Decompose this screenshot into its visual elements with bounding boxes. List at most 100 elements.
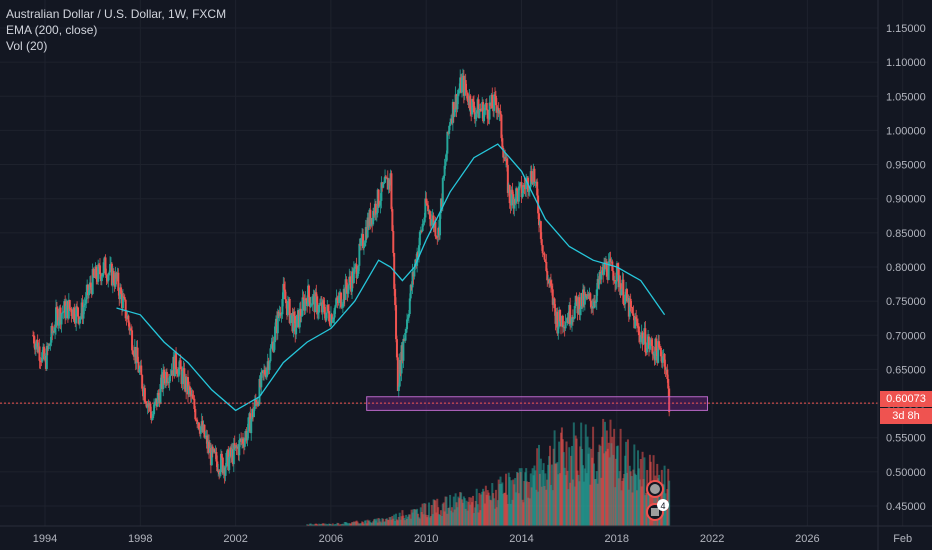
- candle-body: [327, 304, 330, 312]
- candle-body: [336, 297, 339, 301]
- candle-body: [501, 138, 504, 148]
- candle-body: [472, 101, 475, 113]
- candle-body: [347, 285, 350, 294]
- candle-body: [114, 272, 117, 287]
- candle-body: [434, 222, 437, 237]
- candle-body: [466, 92, 469, 101]
- candle-body: [521, 193, 524, 198]
- candle-body: [70, 309, 73, 316]
- candle-body: [280, 314, 283, 316]
- candle-body: [417, 245, 420, 257]
- volume-bar: [472, 495, 475, 526]
- candle-body: [246, 431, 249, 441]
- candle-body: [508, 185, 511, 204]
- event-markers[interactable]: 4: [646, 480, 669, 521]
- candle-body: [45, 346, 48, 369]
- candle-body: [445, 153, 448, 162]
- candle-body: [362, 234, 365, 249]
- candle-body: [130, 328, 133, 331]
- candle-body: [666, 369, 669, 379]
- volume-bars: [306, 418, 671, 526]
- candle-body: [432, 215, 435, 228]
- candle-body: [629, 298, 632, 308]
- price-axis[interactable]: 1.15000 1.10000 1.05000 1.00000 0.95000 0.900…: [886, 23, 926, 513]
- candle-body: [646, 342, 649, 353]
- candle-body: [549, 280, 552, 286]
- candle-body: [309, 304, 312, 307]
- candle-body: [439, 212, 442, 236]
- candle-body: [151, 418, 154, 420]
- candle-body: [564, 321, 567, 329]
- candle-body: [156, 392, 159, 407]
- candle-body: [657, 341, 660, 363]
- candle-body: [112, 271, 115, 283]
- candle-body: [594, 302, 597, 304]
- candle-body: [612, 270, 615, 281]
- candle-body: [258, 378, 261, 405]
- candle-body: [199, 426, 202, 434]
- candle-body: [595, 289, 598, 303]
- candle-body: [516, 188, 519, 191]
- candle-body: [540, 239, 543, 246]
- candle-body: [127, 315, 130, 323]
- candle-body: [220, 453, 223, 458]
- candle-body: [565, 321, 568, 323]
- candle-body: [483, 110, 486, 122]
- volume-bar: [337, 523, 340, 526]
- volume-legend[interactable]: Vol (20): [6, 39, 48, 53]
- time-axis[interactable]: 1994 1998 2002 2006 2010 2014 2018 2022 2026 Feb: [33, 533, 912, 545]
- candle-body: [76, 306, 79, 308]
- candle-body: [658, 341, 661, 348]
- candle-body: [197, 422, 200, 430]
- y-tick-label: 0.85000: [886, 228, 926, 240]
- candle-body: [405, 329, 408, 334]
- candle-body: [478, 109, 481, 119]
- candle-body: [395, 305, 398, 340]
- candle-body: [457, 93, 460, 97]
- candle-body: [430, 219, 433, 226]
- last-price-badge: 0.60073: [880, 391, 932, 407]
- x-tick-label: 2026: [795, 533, 819, 545]
- volume-bar: [520, 468, 523, 526]
- candle-body: [483, 107, 486, 111]
- candle-body: [293, 311, 296, 317]
- candle-body: [424, 198, 427, 218]
- candle-body: [533, 168, 536, 183]
- candle-body: [615, 263, 618, 282]
- candle-body: [353, 266, 356, 269]
- candle-body: [488, 102, 491, 120]
- y-tick-label: 0.70000: [886, 330, 926, 342]
- candle-body: [623, 303, 626, 305]
- candle-body: [152, 414, 155, 419]
- candle-body: [644, 328, 647, 353]
- candle-body: [553, 298, 556, 309]
- candle-body: [423, 217, 426, 223]
- y-tick-label: 0.80000: [886, 262, 926, 274]
- ema-legend[interactable]: EMA (200, close): [6, 23, 98, 37]
- y-tick-label: 1.05000: [886, 91, 926, 103]
- candle-body: [123, 297, 126, 300]
- candle-body: [442, 175, 445, 179]
- candle-body: [363, 242, 366, 247]
- candle-body: [338, 295, 341, 303]
- candle-body: [536, 181, 539, 196]
- candle-body: [305, 298, 308, 301]
- x-tick-label: 1998: [128, 533, 152, 545]
- symbol-title[interactable]: Australian Dollar / U.S. Dollar, 1W, FXC…: [6, 7, 227, 21]
- candle-body: [131, 330, 134, 351]
- candle-body: [315, 292, 318, 297]
- candle-body: [510, 189, 513, 206]
- candle-body: [304, 298, 307, 311]
- candle-body: [225, 452, 228, 467]
- candle-body: [308, 297, 311, 307]
- candle-body: [104, 257, 107, 275]
- candle-body: [502, 147, 505, 158]
- y-tick-label: 1.15000: [886, 23, 926, 35]
- candle-body: [298, 308, 301, 328]
- candle-body: [33, 335, 36, 344]
- candle-body: [407, 314, 410, 318]
- candle-body: [54, 327, 57, 333]
- candle-body: [377, 189, 380, 207]
- candle-body: [394, 288, 397, 306]
